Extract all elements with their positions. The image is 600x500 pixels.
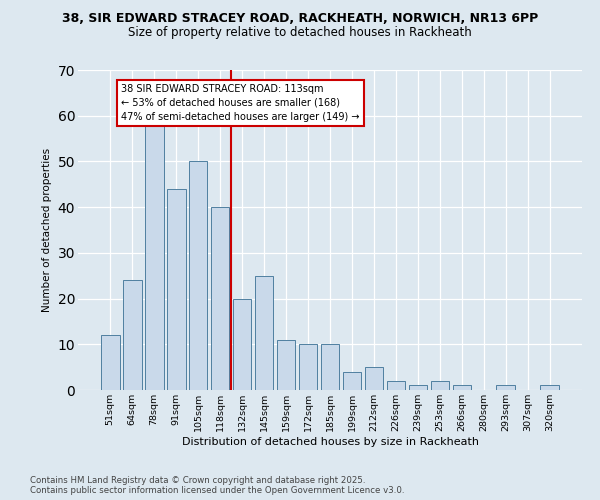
Bar (343, 372, 361, 390)
Bar (123, 280, 142, 390)
Bar (211, 207, 229, 390)
Bar (320, 344, 340, 390)
Bar (386, 381, 405, 390)
Bar (277, 340, 295, 390)
Bar (541, 386, 559, 390)
Bar (189, 162, 208, 390)
Text: 38 SIR EDWARD STRACEY ROAD: 113sqm
← 53% of detached houses are smaller (168)
47: 38 SIR EDWARD STRACEY ROAD: 113sqm ← 53%… (121, 84, 360, 122)
Text: Contains HM Land Registry data © Crown copyright and database right 2025.
Contai: Contains HM Land Registry data © Crown c… (30, 476, 404, 495)
Bar (233, 298, 251, 390)
X-axis label: Distribution of detached houses by size in Rackheath: Distribution of detached houses by size … (182, 436, 479, 446)
Bar (431, 381, 449, 390)
Bar (145, 120, 164, 390)
Text: 38, SIR EDWARD STRACEY ROAD, RACKHEATH, NORWICH, NR13 6PP: 38, SIR EDWARD STRACEY ROAD, RACKHEATH, … (62, 12, 538, 26)
Bar (452, 386, 471, 390)
Bar (496, 386, 515, 390)
Bar (365, 367, 383, 390)
Bar (167, 189, 185, 390)
Bar (255, 276, 274, 390)
Y-axis label: Number of detached properties: Number of detached properties (42, 148, 52, 312)
Bar (101, 335, 119, 390)
Bar (409, 386, 427, 390)
Text: Size of property relative to detached houses in Rackheath: Size of property relative to detached ho… (128, 26, 472, 39)
Bar (299, 344, 317, 390)
